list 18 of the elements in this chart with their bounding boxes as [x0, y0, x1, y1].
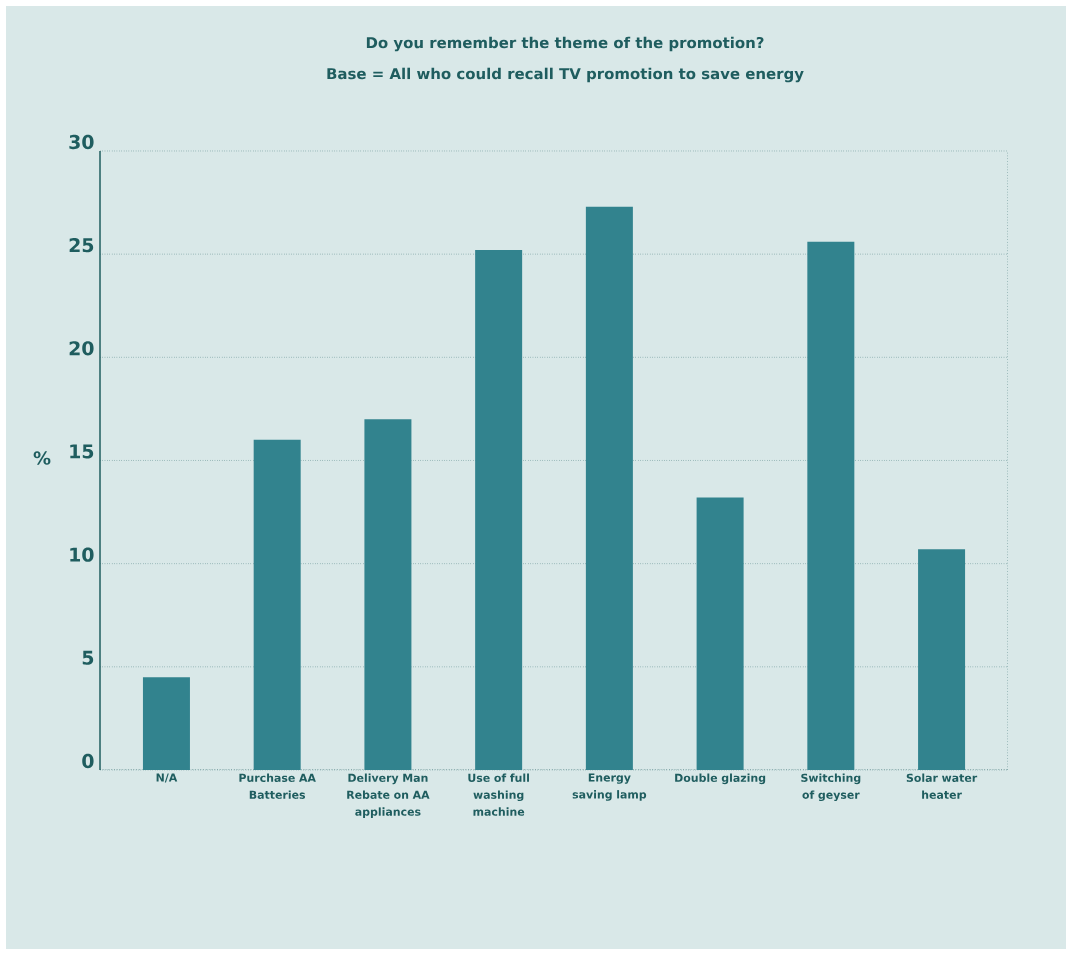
x-tick-label: Switching of geyser [801, 773, 861, 802]
y-tick-label: 25 [69, 237, 94, 253]
x-tick-label: Purchase AA Batteries [239, 773, 316, 799]
y-tick-label: 15 [70, 444, 94, 459]
y-tick-label: 10 [70, 547, 94, 562]
y-tick-label: 30 [69, 134, 94, 150]
y-tick-label: 5 [82, 650, 94, 665]
x-tick-label: Solar water heater [906, 773, 978, 799]
x-tick-label: Double glazing [675, 773, 766, 785]
x-tick-label: Delivery Man Rebate on AA appliances [347, 773, 430, 818]
chart-title: Do you remember the theme of the promotion? [366, 36, 764, 52]
chart-subtitle: Base = All who could recall TV promotion to save energy [327, 67, 804, 83]
x-tick-label: N/A [156, 773, 178, 783]
x-tick-label: Energy saving lamp [572, 773, 647, 801]
x-tick-label: Use of full washing machine [468, 773, 529, 816]
y-axis-title: % [33, 451, 51, 465]
y-tick-label: 0 [82, 753, 94, 769]
y-tick-label: 20 [69, 341, 94, 356]
